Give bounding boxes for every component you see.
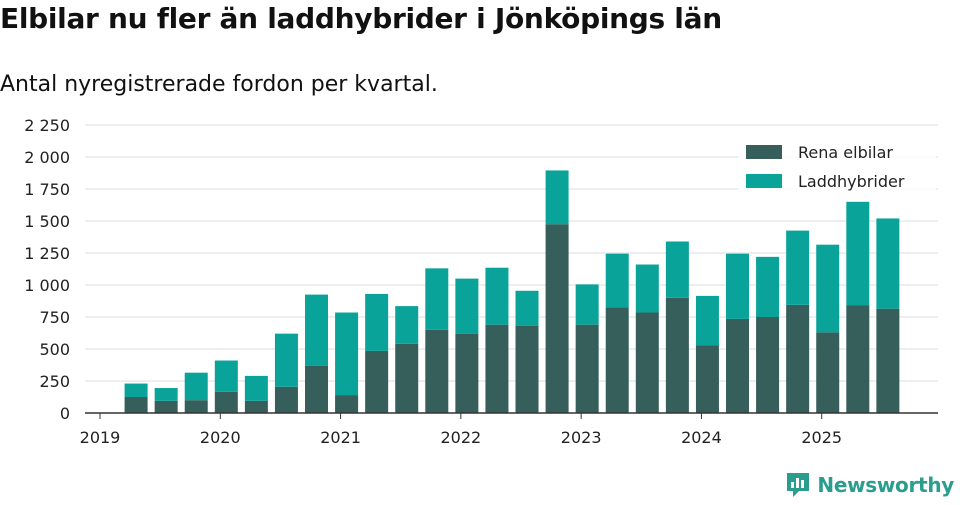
legend-label-rena: Rena elbilar bbox=[798, 143, 893, 162]
bar-laddhybrider bbox=[635, 264, 659, 313]
legend-label-ladd: Laddhybrider bbox=[798, 172, 905, 191]
chart-title: Elbilar nu fler än laddhybrider i Jönköp… bbox=[0, 2, 722, 35]
bar-rena-elbilar bbox=[485, 324, 509, 413]
bar-rena-elbilar bbox=[244, 400, 268, 413]
bar-laddhybrider bbox=[184, 372, 208, 401]
bar-rena-elbilar bbox=[274, 386, 298, 413]
x-axis: 2019 2020 2021 2022 2023 2024 2025 bbox=[80, 412, 938, 447]
bar-rena-elbilar bbox=[395, 343, 419, 413]
bar-laddhybrider bbox=[756, 256, 780, 317]
y-tick-label: 1 000 bbox=[24, 276, 70, 295]
bar-laddhybrider bbox=[335, 312, 359, 396]
bar-rena-elbilar bbox=[154, 400, 178, 413]
bar-laddhybrider bbox=[154, 388, 178, 401]
bar-rena-elbilar bbox=[876, 308, 900, 413]
bar-laddhybrider bbox=[545, 170, 569, 225]
bar-rena-elbilar bbox=[425, 329, 449, 413]
y-tick-label: 2 000 bbox=[24, 148, 70, 167]
x-tick-label: 2024 bbox=[681, 428, 722, 447]
x-tick-label: 2021 bbox=[320, 428, 361, 447]
legend: Rena elbilar Laddhybrider bbox=[738, 137, 936, 199]
bars bbox=[124, 170, 900, 413]
bar-rena-elbilar bbox=[365, 350, 389, 413]
brand-logo: Newsworthy bbox=[785, 471, 954, 499]
y-tick-label: 1 250 bbox=[24, 244, 70, 263]
bar-laddhybrider bbox=[214, 360, 238, 392]
x-tick-label: 2022 bbox=[440, 428, 481, 447]
y-tick-label: 500 bbox=[39, 340, 70, 359]
bar-laddhybrider bbox=[665, 241, 689, 298]
newsworthy-logo-icon bbox=[787, 473, 810, 497]
bar-laddhybrider bbox=[695, 295, 719, 346]
bar-rena-elbilar bbox=[305, 365, 329, 413]
bar-rena-elbilar bbox=[515, 325, 539, 413]
bar-laddhybrider bbox=[365, 293, 389, 351]
bar-rena-elbilar bbox=[695, 345, 719, 413]
bar-rena-elbilar bbox=[214, 391, 238, 413]
x-tick-label: 2025 bbox=[801, 428, 842, 447]
bar-rena-elbilar bbox=[665, 297, 689, 413]
y-axis-ticks: 0 250 500 750 1 000 1 250 1 500 1 750 2 000 2 250 bbox=[24, 116, 70, 423]
bar-rena-elbilar bbox=[545, 224, 569, 413]
bar-laddhybrider bbox=[395, 306, 419, 344]
bar-laddhybrider bbox=[605, 253, 629, 308]
bar-laddhybrider bbox=[124, 383, 148, 397]
bar-laddhybrider bbox=[305, 294, 329, 366]
bar-rena-elbilar bbox=[335, 395, 359, 413]
bar-laddhybrider bbox=[876, 218, 900, 309]
bar-laddhybrider bbox=[726, 253, 750, 319]
chart-subtitle: Antal nyregistrerade fordon per kvartal. bbox=[0, 72, 438, 97]
bar-rena-elbilar bbox=[605, 307, 629, 413]
legend-swatch-ladd bbox=[746, 174, 782, 188]
bar-laddhybrider bbox=[485, 267, 509, 325]
bar-rena-elbilar bbox=[726, 318, 750, 413]
bar-laddhybrider bbox=[244, 375, 268, 401]
y-tick-label: 250 bbox=[39, 372, 70, 391]
bar-laddhybrider bbox=[575, 284, 599, 325]
x-tick-label: 2023 bbox=[561, 428, 602, 447]
bar-laddhybrider bbox=[274, 333, 298, 387]
bar-laddhybrider bbox=[846, 201, 870, 306]
bar-laddhybrider bbox=[786, 230, 810, 305]
bar-laddhybrider bbox=[455, 278, 479, 334]
bar-rena-elbilar bbox=[455, 333, 479, 413]
x-tick-label: 2019 bbox=[80, 428, 121, 447]
bar-laddhybrider bbox=[515, 290, 539, 326]
bar-rena-elbilar bbox=[124, 397, 148, 413]
bar-rena-elbilar bbox=[846, 305, 870, 413]
bar-rena-elbilar bbox=[756, 317, 780, 413]
y-tick-label: 2 250 bbox=[24, 116, 70, 135]
bar-laddhybrider bbox=[425, 268, 449, 330]
y-tick-label: 1 750 bbox=[24, 180, 70, 199]
brand-name: Newsworthy bbox=[817, 473, 954, 497]
bar-rena-elbilar bbox=[816, 332, 840, 413]
bar-rena-elbilar bbox=[575, 324, 599, 413]
y-tick-label: 1 500 bbox=[24, 212, 70, 231]
y-tick-label: 0 bbox=[60, 404, 70, 423]
bar-rena-elbilar bbox=[786, 304, 810, 413]
bar-rena-elbilar bbox=[184, 400, 208, 413]
x-tick-label: 2020 bbox=[200, 428, 241, 447]
bar-rena-elbilar bbox=[635, 312, 659, 413]
legend-swatch-rena bbox=[746, 145, 782, 159]
bar-laddhybrider bbox=[816, 244, 840, 333]
y-tick-label: 750 bbox=[39, 308, 70, 327]
